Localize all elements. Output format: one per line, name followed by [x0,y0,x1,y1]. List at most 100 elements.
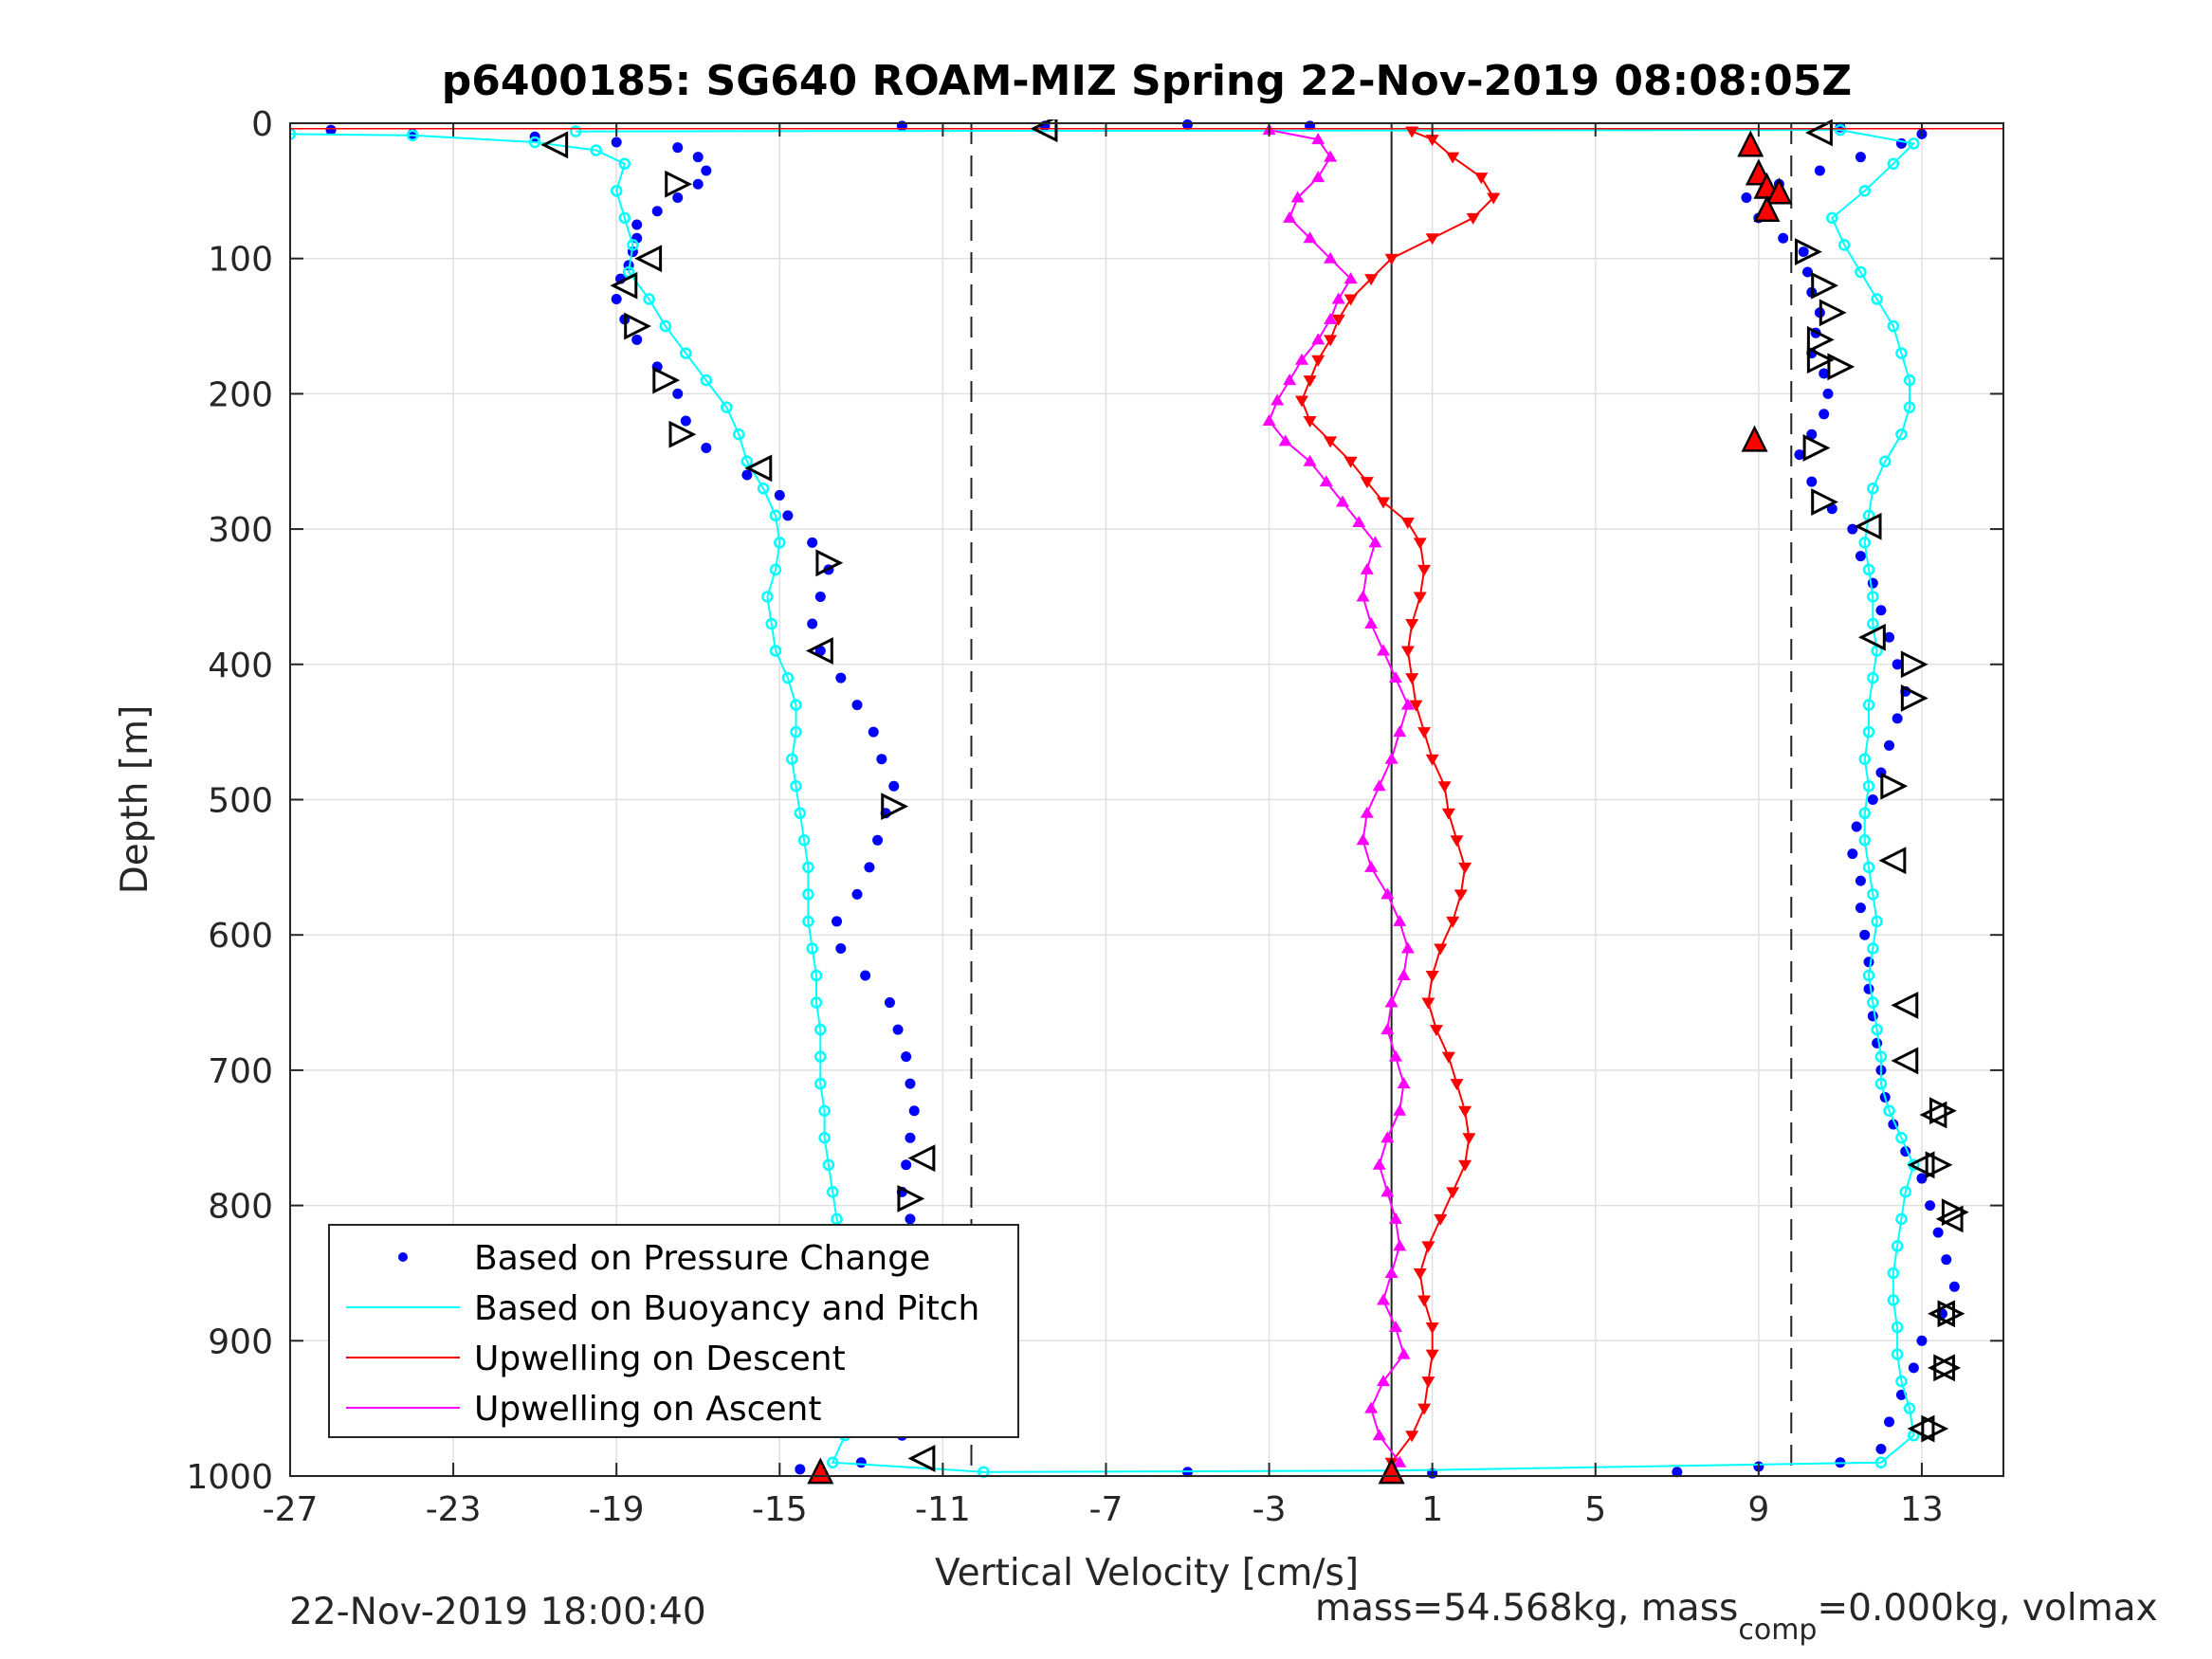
data-point-buoyancy-pitch [822,1158,835,1172]
data-point-buoyancy-pitch [790,779,802,793]
data-point-buoyancy-pitch [1862,725,1875,738]
data-point-buoyancy-pitch [1826,211,1838,225]
data-point-pressure-change [1822,388,1834,399]
data-point-upwelling-ascent [1393,1239,1407,1251]
marker-triangle-right [1827,353,1856,381]
footer-mass-text: mass=54.568kg, masscomp=0.000kg, volmax [1315,1587,2158,1647]
data-point-upwelling-ascent [1372,1158,1386,1170]
data-point-pressure-change [807,618,818,629]
data-point-pressure-change [1872,1037,1883,1048]
data-point-buoyancy-pitch [774,537,786,549]
data-point-pressure-change [701,442,712,453]
data-point-upwelling-descent [1303,415,1317,428]
x-tick-label: -7 [1089,1490,1124,1529]
marker-triangle-right [1802,434,1831,462]
data-point-pressure-change [651,206,663,217]
data-point-buoyancy-pitch [1858,185,1871,197]
marker-triangle-right [1819,299,1847,327]
marker-triangle-left [744,454,773,483]
marker-triangle-left [1854,512,1882,540]
data-point-upwelling-descent [1364,274,1379,286]
data-point-pressure-change [1855,902,1866,914]
data-point-upwelling-ascent [1393,1455,1407,1468]
data-point-upwelling-descent [1446,1187,1460,1199]
data-point-upwelling-descent [1413,538,1427,550]
data-point-upwelling-descent [1409,700,1423,712]
data-point-upwelling-ascent [1388,1049,1402,1062]
data-point-upwelling-descent [1400,646,1415,658]
data-point-upwelling-descent [1462,1133,1476,1145]
y-tick-label: 1000 [186,1458,273,1497]
data-point-pressure-change [1884,1416,1895,1428]
data-point-upwelling-ascent [1384,1266,1398,1278]
data-point-buoyancy-pitch [1867,888,1879,901]
data-point-upwelling-descent [1344,294,1358,306]
x-tick-label: -15 [752,1490,808,1529]
data-point-pressure-change [631,334,643,345]
data-point-pressure-change [835,942,847,954]
data-point-upwelling-descent [1405,618,1419,630]
data-point-buoyancy-pitch [1858,834,1871,847]
marker-triangle-right [668,420,697,448]
data-point-buoyancy-pitch [1887,1294,1900,1306]
data-point-buoyancy-pitch [1867,671,1879,684]
y-tick-label: 500 [208,782,273,821]
data-point-buoyancy-pitch [1858,753,1871,765]
data-point-pressure-change [1801,266,1813,278]
data-point-upwelling-ascent [1372,1429,1386,1441]
data-point-buoyancy-pitch [1895,1375,1908,1388]
data-point-pressure-change [611,294,622,305]
data-point-pressure-change [1863,983,1874,994]
marker-triangle-left [610,271,638,300]
marker-triangle-right [1933,1354,1962,1382]
data-point-upwelling-ascent [1324,312,1338,324]
data-point-upwelling-descent [1437,781,1452,793]
data-point-upwelling-ascent [1324,150,1338,162]
data-point-upwelling-ascent [1319,475,1333,487]
y-tick-label: 100 [208,241,273,280]
data-point-pressure-change [741,469,753,481]
data-point-upwelling-ascent [1352,515,1366,527]
y-tick-label: 300 [208,511,273,550]
data-point-pressure-change [905,1078,916,1089]
data-point-pressure-change [1814,165,1825,176]
data-point-upwelling-descent [1441,808,1455,820]
data-point-pressure-change [1855,875,1866,886]
data-point-buoyancy-pitch [1871,1023,1883,1036]
data-point-upwelling-ascent [1388,671,1402,684]
data-point-upwelling-ascent [1271,393,1285,406]
legend-label: Based on Buoyancy and Pitch [474,1289,979,1328]
data-point-pressure-change [611,137,622,148]
data-point-buoyancy-pitch [794,807,807,820]
data-point-upwelling-ascent [1372,779,1386,792]
data-point-upwelling-descent [1413,592,1427,604]
data-point-buoyancy-pitch [1887,1267,1900,1280]
marker-triangle-left [1928,1300,1955,1328]
data-point-pressure-change [672,142,684,154]
data-point-upwelling-ascent [1377,644,1391,656]
legend-layer: Based on Pressure Change Based on Buoyanc… [328,1224,1019,1438]
data-point-pressure-change [1916,1335,1928,1346]
data-point-upwelling-descent [1425,754,1439,766]
data-point-upwelling-ascent [1380,1023,1395,1035]
data-point-pressure-change [1867,577,1878,589]
marker-triangle-left [1891,991,1919,1019]
y-tick-label: 800 [208,1188,273,1227]
data-point-buoyancy-pitch [610,185,623,197]
data-point-buoyancy-pitch [1855,265,1867,279]
legend-label: Upwelling on Ascent [474,1390,821,1429]
marker-triangle-right [1811,271,1839,300]
data-point-pressure-change [1741,191,1752,203]
data-point-upwelling-descent [1384,253,1398,265]
marker-triangle-right [665,170,693,198]
data-point-upwelling-ascent [1388,1321,1402,1333]
data-point-pressure-change [1859,929,1871,940]
data-point-upwelling-ascent [1393,725,1407,738]
x-axis-label: Vertical Velocity [cm/s] [935,1552,1359,1595]
data-point-pressure-change [692,178,704,190]
data-point-buoyancy-pitch [721,401,733,413]
data-point-pressure-change [1819,409,1830,420]
marker-triangle-right [1937,1300,1965,1328]
data-point-upwelling-ascent [1283,210,1297,223]
data-point-buoyancy-pitch [814,1023,827,1036]
